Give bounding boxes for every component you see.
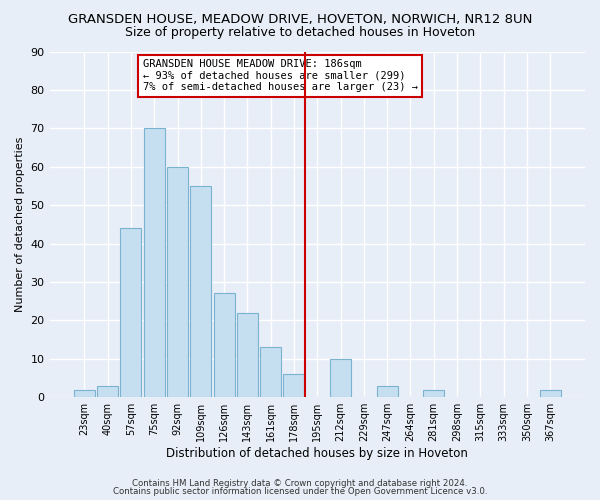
Bar (283, 374, 304, 397)
Bar (260, 348, 281, 397)
Bar (121, 228, 142, 397)
Bar (144, 128, 165, 397)
Bar (330, 359, 351, 397)
X-axis label: Distribution of detached houses by size in Hoveton: Distribution of detached houses by size … (166, 447, 468, 460)
Text: Size of property relative to detached houses in Hoveton: Size of property relative to detached ho… (125, 26, 475, 39)
Bar (237, 312, 258, 397)
Text: Contains public sector information licensed under the Open Government Licence v3: Contains public sector information licen… (113, 487, 487, 496)
Bar (190, 186, 211, 397)
Text: GRANSDEN HOUSE, MEADOW DRIVE, HOVETON, NORWICH, NR12 8UN: GRANSDEN HOUSE, MEADOW DRIVE, HOVETON, N… (68, 12, 532, 26)
Bar (214, 294, 235, 397)
Bar (74, 390, 95, 397)
Text: Contains HM Land Registry data © Crown copyright and database right 2024.: Contains HM Land Registry data © Crown c… (132, 478, 468, 488)
Y-axis label: Number of detached properties: Number of detached properties (15, 136, 25, 312)
Bar (423, 390, 444, 397)
Bar (377, 386, 398, 397)
Bar (167, 166, 188, 397)
Text: GRANSDEN HOUSE MEADOW DRIVE: 186sqm
← 93% of detached houses are smaller (299)
7: GRANSDEN HOUSE MEADOW DRIVE: 186sqm ← 93… (143, 59, 418, 92)
Bar (539, 390, 560, 397)
Bar (97, 386, 118, 397)
